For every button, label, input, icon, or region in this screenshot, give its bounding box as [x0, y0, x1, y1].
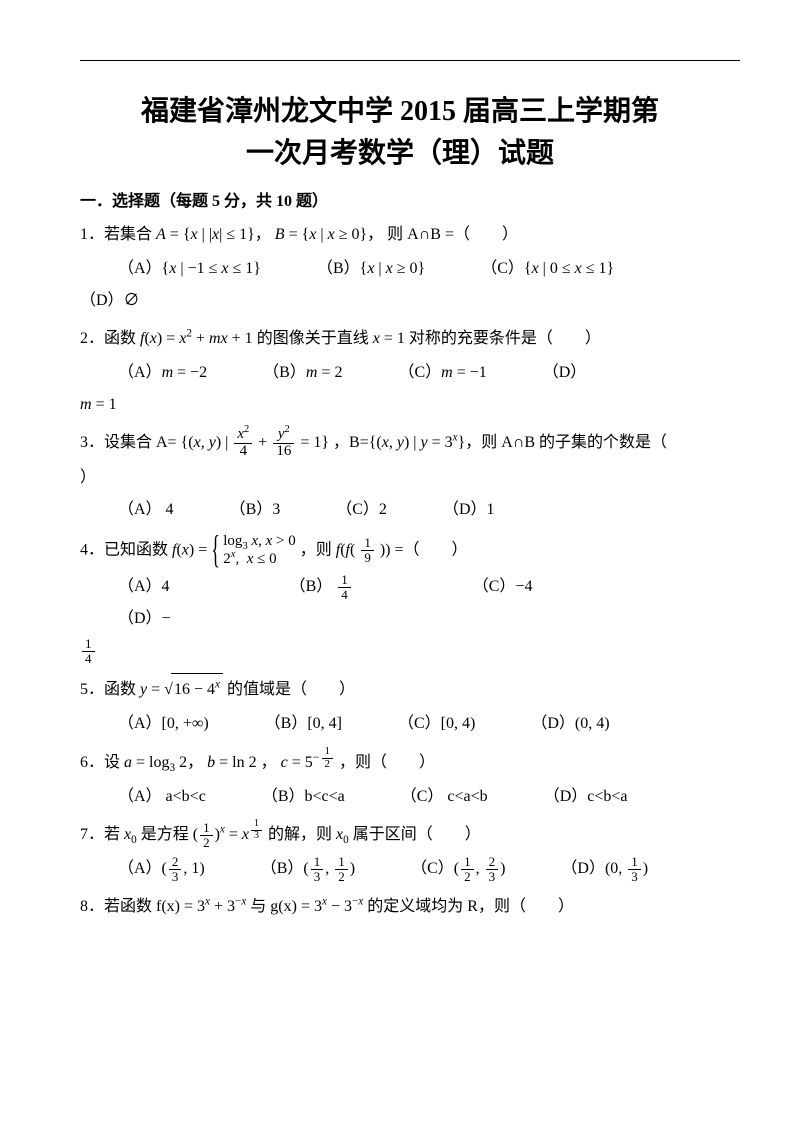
q4-options: （A）4 （B） 14 （C）−4 （D）−: [118, 571, 720, 635]
q4-opt-b: （B） 14: [290, 571, 353, 603]
q7-tail: 属于区间（ ）: [353, 826, 481, 843]
q3-frac-x: x2 4: [234, 427, 252, 460]
q3-opt-a: （A） 4: [118, 494, 174, 526]
q1-set-a: A: [156, 226, 166, 243]
q3-tail: ）: [80, 462, 720, 494]
q2-pre: 2．函数: [80, 330, 140, 347]
q6-opt-c: （C） c<a<b: [401, 781, 488, 813]
q6-options: （A） a<b<c （B）b<c<a （C） c<a<b （D）c<b<a: [118, 781, 720, 813]
q7-mid2: 的解，则: [268, 826, 336, 843]
question-5: 5．函数 y = √16 − 4x 的值域是（ ） （A）[0, +∞) （B）…: [80, 673, 720, 740]
title-line-1: 福建省漳州龙文中学 2015 届高三上学期第: [141, 96, 659, 127]
q4-frac-arg: 1 9: [361, 536, 374, 564]
q5-stem: 5．函数 y = √16 − 4x 的值域是（ ）: [80, 673, 720, 706]
q7-pre: 7．若: [80, 826, 124, 843]
q1-tail: 则 A∩B =（ ）: [387, 226, 518, 243]
q6-tail: ，则（ ）: [339, 754, 435, 771]
q5-opt-d: （D）(0, 4): [531, 708, 609, 740]
q8-stem: 8．若函数 f(x) = 3x + 3−x 与 g(x) = 3x − 3−x …: [80, 891, 720, 923]
question-1: 1．若集合 A = {x | |x| ≤ 1}， B = {x | x ≥ 0}…: [80, 219, 720, 317]
q3-pre: 3．设集合 A=: [80, 434, 177, 451]
page: 福建省漳州龙文中学 2015 届高三上学期第 一次月考数学（理）试题 一．选择题…: [0, 0, 800, 969]
q7-opt-d: （D）(0, 13): [561, 853, 648, 885]
q6-pre: 6．设: [80, 754, 124, 771]
question-7: 7．若 x0 是方程 (12)x = x13 的解，则 x0 属于区间（ ） （…: [80, 819, 720, 885]
q1-stem: 1．若集合 A = {x | |x| ≤ 1}， B = {x | x ≥ 0}…: [80, 219, 720, 251]
question-8: 8．若函数 f(x) = 3x + 3−x 与 g(x) = 3x − 3−x …: [80, 891, 720, 923]
q7-mid1: 是方程: [141, 826, 193, 843]
q1-set-b: B: [275, 226, 285, 243]
section-1-head: 一．选择题（每题 5 分，共 10 题）: [80, 187, 720, 211]
q5-opt-b: （B）[0, 4]: [265, 708, 342, 740]
q5-opt-a: （A）[0, +∞): [118, 708, 209, 740]
q3-opt-c: （C）2: [336, 494, 387, 526]
q2-opt-a: （A）m = −2: [118, 357, 207, 389]
q4-stem: 4．已知函数 f(x) = log3 x, x > 0 2x, x ≤ 0 ，则…: [80, 532, 720, 570]
q7-stem: 7．若 x0 是方程 (12)x = x13 的解，则 x0 属于区间（ ）: [80, 819, 720, 851]
q6-opt-a: （A） a<b<c: [118, 781, 206, 813]
top-rule: [80, 60, 740, 61]
q4-opt-c: （C）−4: [473, 571, 533, 603]
q5-tail: 的值域是（ ）: [227, 681, 355, 698]
q2-stem: 2．函数 f(x) = x2 + mx + 1 的图像关于直线 x = 1 对称…: [80, 323, 720, 355]
q2-mid: 的图像关于直线: [257, 330, 373, 347]
q4-mid: ，则: [300, 541, 336, 558]
q4-opt-d-pre: （D）−: [118, 603, 171, 635]
q3-opt-b: （B）3: [230, 494, 281, 526]
q6-stem: 6．设 a = log3 2， b = ln 2 ， c = 5−12 ，则（ …: [80, 746, 720, 779]
q7-opt-b: （B）(13, 12): [261, 853, 355, 885]
q5-opt-c: （C）[0, 4): [398, 708, 475, 740]
q3-stem: 3．设集合 A= {(x, y) | x2 4 + y2 16 = 1} ，B=…: [80, 427, 720, 460]
q2-opt-d-pre: （D）: [543, 357, 587, 389]
q1-opt-b: （B）{x | x ≥ 0}: [317, 253, 425, 285]
q6-opt-b: （B）b<c<a: [262, 781, 345, 813]
question-4: 4．已知函数 f(x) = log3 x, x > 0 2x, x ≤ 0 ，则…: [80, 532, 720, 668]
q1-opt-d: （D）∅: [80, 285, 720, 317]
q7-opt-a: （A）(23, 1): [118, 853, 205, 885]
q7-opt-c: （C）(12, 23): [411, 853, 505, 885]
q1-pre: 1．若集合: [80, 226, 156, 243]
q3-options: （A） 4 （B）3 （C）2 （D）1: [118, 494, 720, 526]
q5-options: （A）[0, +∞) （B）[0, 4] （C）[0, 4) （D）(0, 4): [118, 708, 720, 740]
q4-piecewise: log3 x, x > 0 2x, x ≤ 0: [211, 532, 295, 570]
q5-sqrt: √16 − 4x: [164, 673, 223, 706]
q4-opt-d: 14: [80, 635, 720, 667]
q5-pre: 5．函数: [80, 681, 140, 698]
doc-title: 福建省漳州龙文中学 2015 届高三上学期第 一次月考数学（理）试题: [80, 91, 720, 175]
q2-opt-c: （C）m = −1: [398, 357, 486, 389]
q1-options: （A）{x | −1 ≤ x ≤ 1} （B）{x | x ≥ 0} （C）{x…: [118, 253, 720, 285]
q6-opt-d: （D）c<b<a: [544, 781, 628, 813]
q7-options: （A）(23, 1) （B）(13, 12) （C）(12, 23) （D）(0…: [118, 853, 720, 885]
q1-opt-a: （A）{x | −1 ≤ x ≤ 1}: [118, 253, 261, 285]
q2-opt-b: （B）m = 2: [263, 357, 342, 389]
q2-tail: 对称的充要条件是（ ）: [409, 330, 601, 347]
q3-frac-y: y2 16: [273, 427, 294, 460]
question-6: 6．设 a = log3 2， b = ln 2 ， c = 5−12 ，则（ …: [80, 746, 720, 813]
q2-opt-d: m = 1: [80, 389, 720, 421]
title-line-2: 一次月考数学（理）试题: [246, 138, 554, 169]
q3-opt-d: （D）1: [443, 494, 495, 526]
question-2: 2．函数 f(x) = x2 + mx + 1 的图像关于直线 x = 1 对称…: [80, 323, 720, 421]
q4-opt-a: （A）4: [118, 571, 170, 603]
q2-axis: x: [373, 330, 380, 347]
q1-opt-c: （C）{x | 0 ≤ x ≤ 1}: [481, 253, 614, 285]
question-3: 3．设集合 A= {(x, y) | x2 4 + y2 16 = 1} ，B=…: [80, 427, 720, 526]
q2-options: （A）m = −2 （B）m = 2 （C）m = −1 （D）: [118, 357, 720, 389]
q4-pre: 4．已知函数: [80, 541, 172, 558]
